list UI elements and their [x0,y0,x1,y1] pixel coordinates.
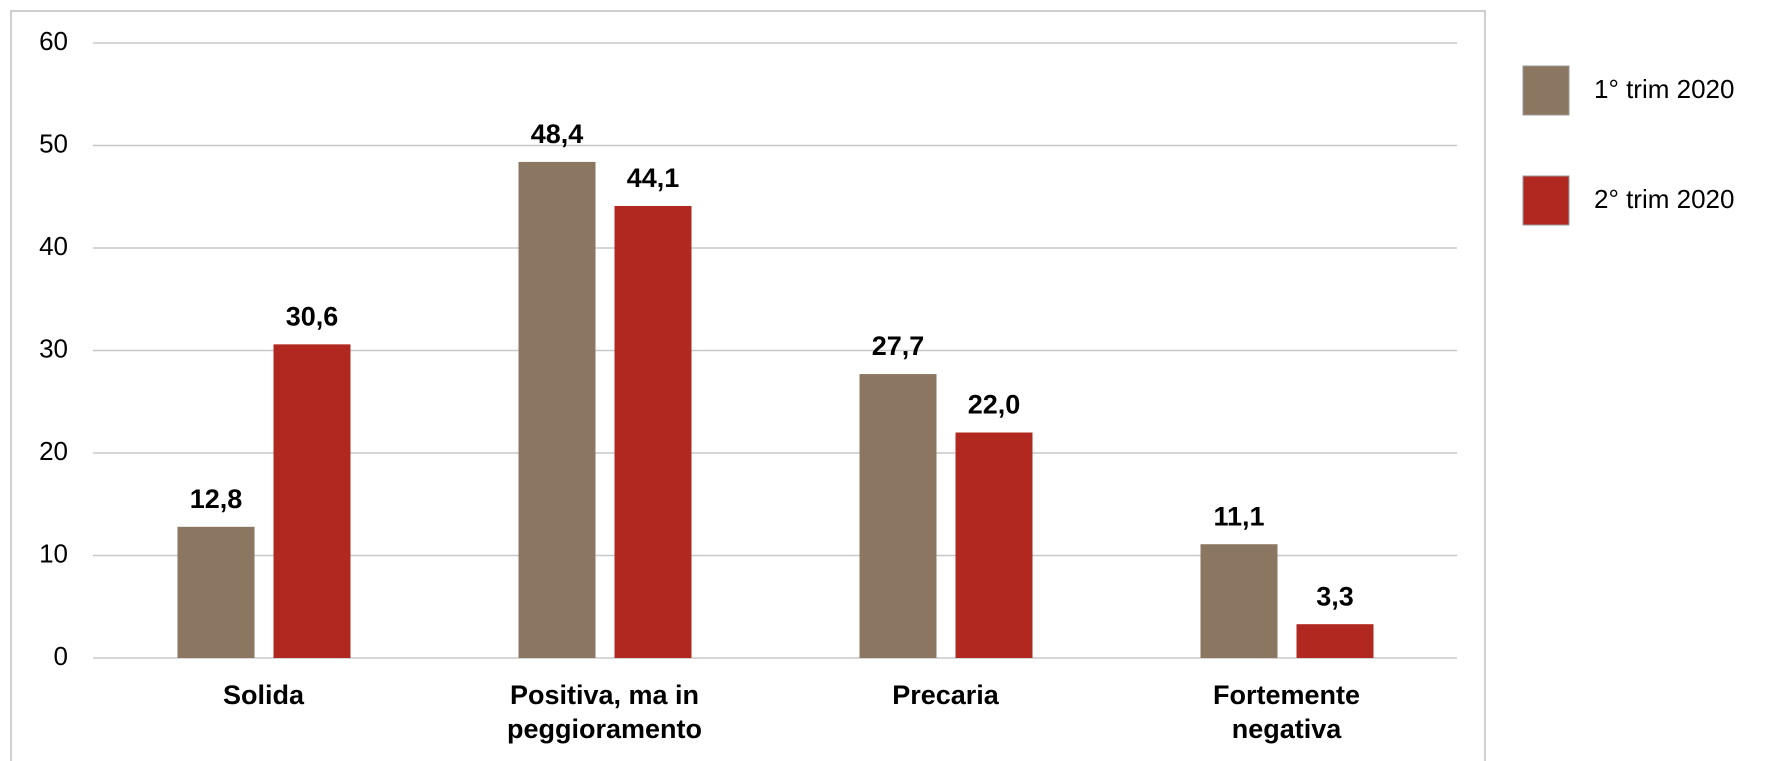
legend-label: 2° trim 2020 [1594,184,1734,214]
bar [177,526,255,658]
y-tick-label: 40 [39,231,68,261]
y-tick-label: 60 [39,26,68,56]
y-tick-label: 10 [39,538,68,568]
data-label: 22,0 [968,390,1021,420]
data-label: 48,4 [531,119,584,149]
bar [518,161,596,658]
y-tick-label: 30 [39,333,68,363]
x-tick-label: Positiva, ma in peggioramento [506,680,702,744]
chart-border [10,10,1486,761]
legend-swatch [1522,65,1570,116]
legend-label: 1° trim 2020 [1594,74,1734,104]
bar [955,432,1033,658]
data-label: 12,8 [190,484,243,514]
x-tick-label: Fortemente negativa [1212,680,1361,744]
y-tick-label: 50 [39,128,68,158]
data-label: 3,3 [1316,581,1354,611]
x-tick-label: Precaria [892,680,999,710]
bar [273,344,351,658]
y-tick-label: 20 [39,436,68,466]
bar [859,374,937,658]
bar [1200,544,1278,658]
data-label: 44,1 [627,163,680,193]
data-label: 27,7 [872,331,925,361]
legend-swatch [1522,175,1570,226]
y-tick-label: 0 [54,641,68,671]
data-label: 30,6 [286,301,339,331]
data-label: 11,1 [1213,501,1264,531]
bar [1296,624,1374,658]
bar [614,205,692,658]
x-tick-label: Solida [222,680,304,710]
